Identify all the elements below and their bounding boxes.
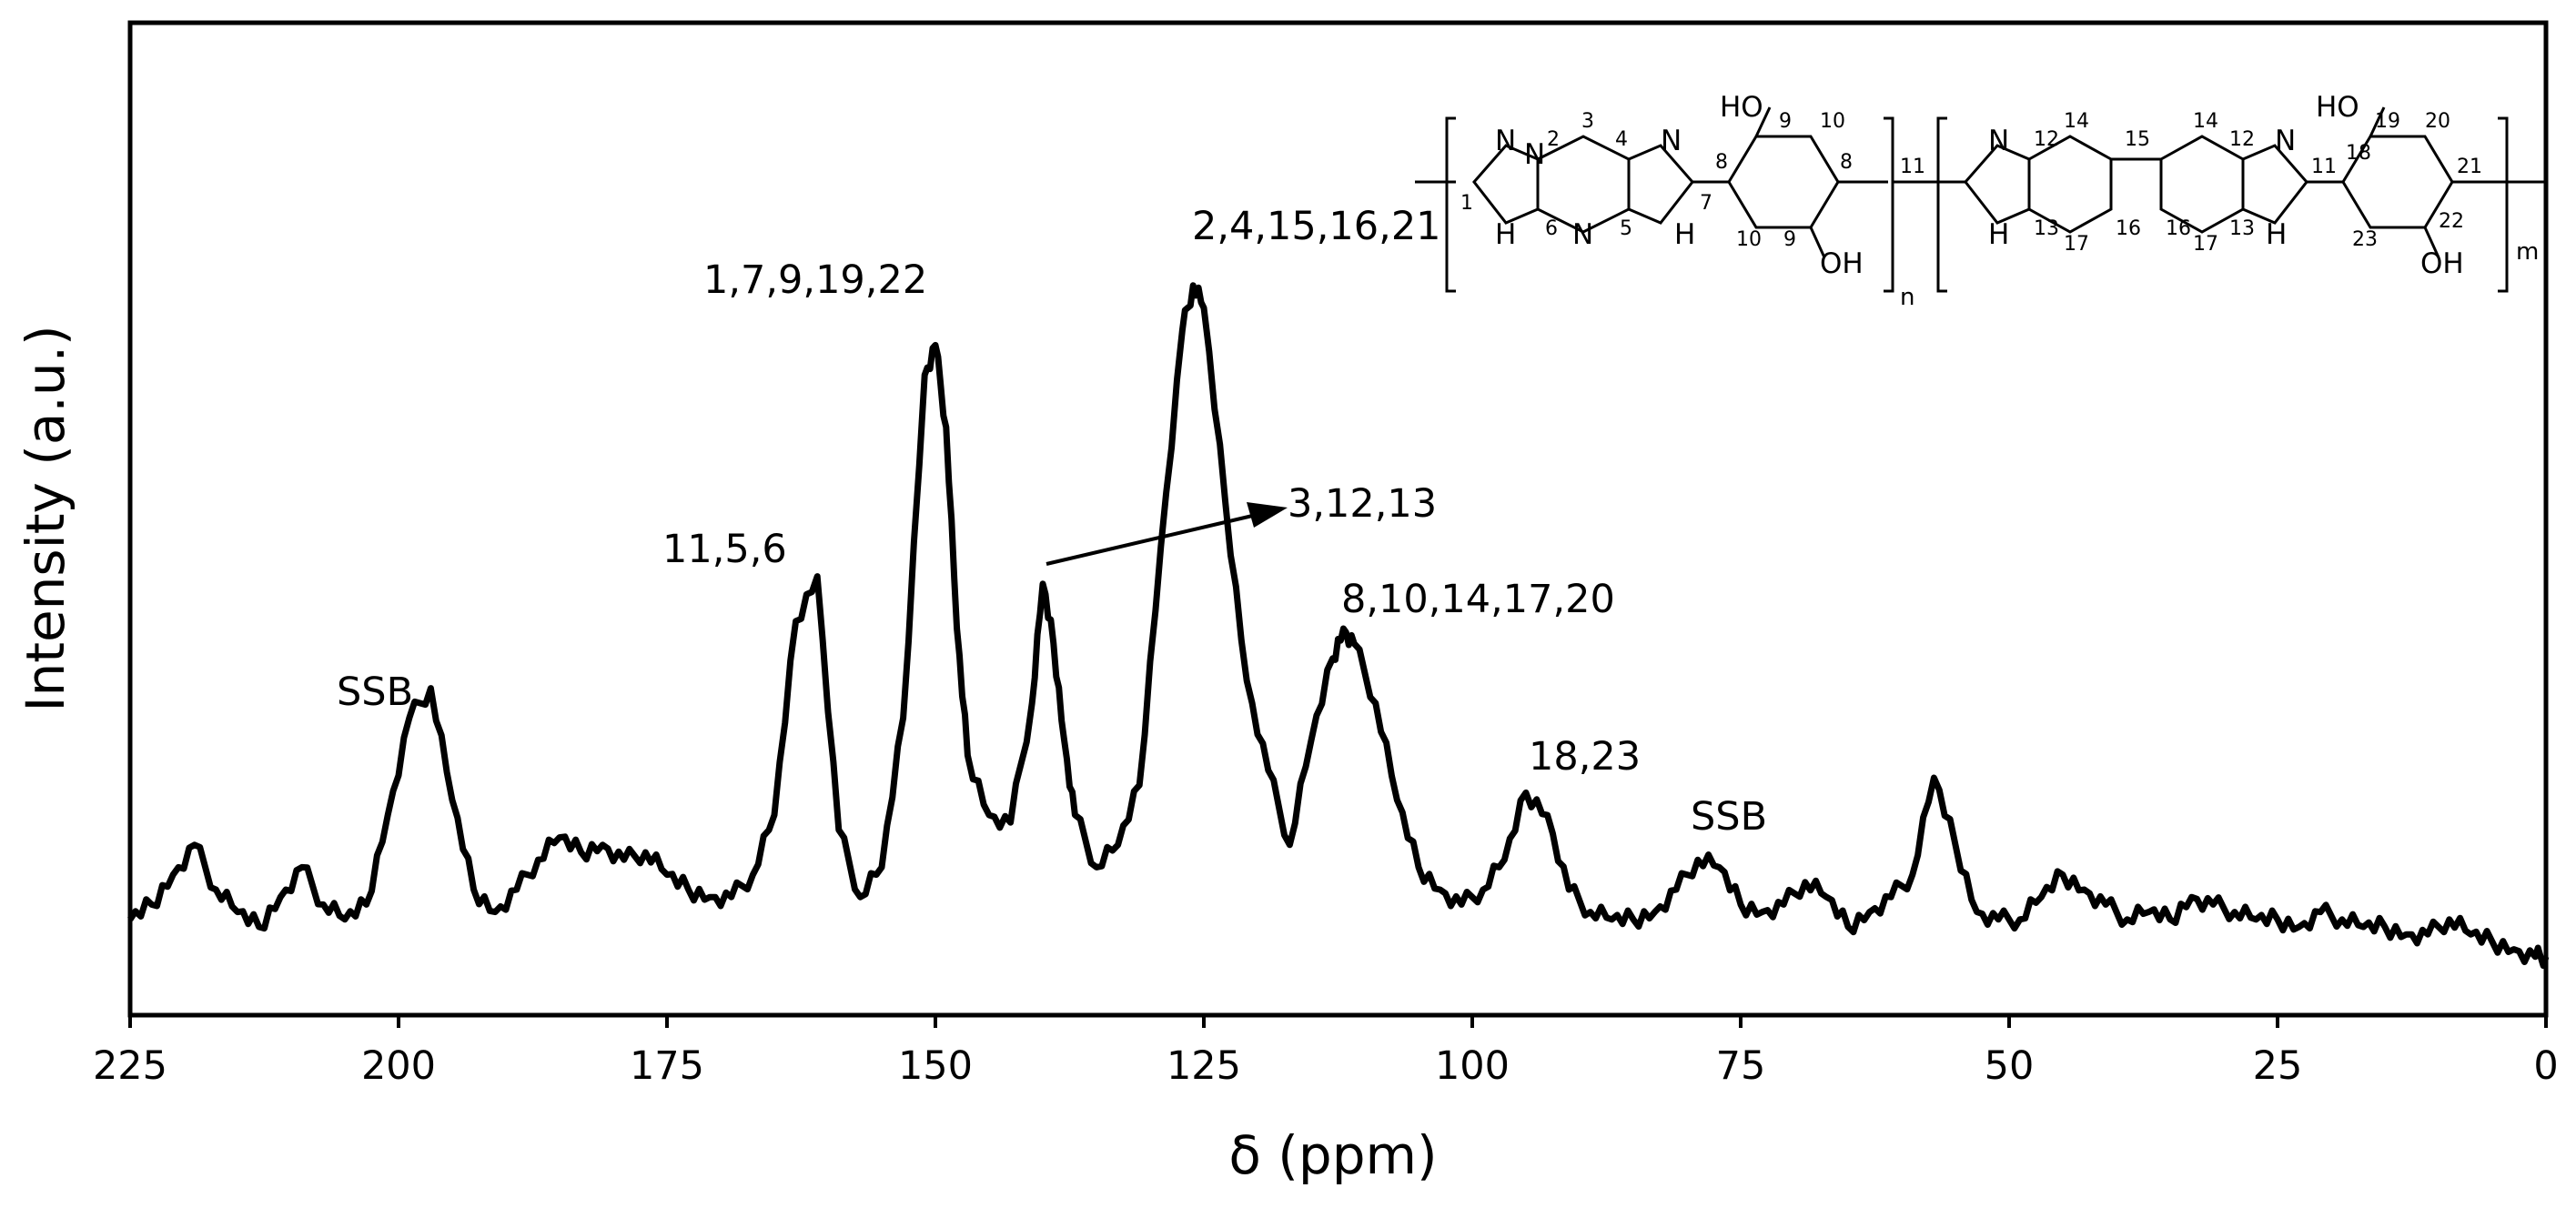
svg-text:6: 6 bbox=[1545, 217, 1558, 240]
svg-text:11: 11 bbox=[1900, 156, 1925, 178]
svg-text:N: N bbox=[1495, 125, 1516, 157]
chemical-structure-inset bbox=[1415, 106, 2546, 293]
svg-text:20: 20 bbox=[2425, 110, 2450, 133]
svg-text:N: N bbox=[1524, 138, 1545, 171]
svg-text:8: 8 bbox=[1840, 151, 1853, 174]
x-tick-label: 200 bbox=[361, 1043, 436, 1089]
svg-text:OH: OH bbox=[2420, 247, 2464, 280]
svg-text:H: H bbox=[1495, 218, 1516, 251]
svg-text:HO: HO bbox=[1720, 91, 1763, 124]
svg-text:2: 2 bbox=[1547, 128, 1560, 151]
svg-text:8: 8 bbox=[1715, 151, 1728, 174]
svg-text:12: 12 bbox=[2034, 128, 2059, 151]
x-tick-label: 50 bbox=[1985, 1043, 2035, 1089]
svg-text:12: 12 bbox=[2229, 128, 2255, 151]
annotation-ssb-right: SSB bbox=[1691, 794, 1767, 840]
bracket-n-open bbox=[1445, 116, 1456, 293]
x-tick-label: 150 bbox=[898, 1043, 973, 1089]
svg-text:17: 17 bbox=[2064, 233, 2089, 256]
x-tick-label: 125 bbox=[1167, 1043, 1241, 1089]
svg-text:18: 18 bbox=[2346, 142, 2371, 165]
svg-text:11: 11 bbox=[2311, 156, 2337, 178]
svg-text:13: 13 bbox=[2229, 217, 2255, 240]
svg-text:16: 16 bbox=[2116, 217, 2141, 240]
svg-text:N: N bbox=[1572, 218, 1593, 251]
ring-imidazole-2 bbox=[1627, 144, 1694, 225]
svg-text:3: 3 bbox=[1581, 110, 1594, 133]
annotation-18-23: 18,23 bbox=[1529, 734, 1641, 780]
x-axis-ticks: 225 200 175 150 125 100 75 50 25 0 bbox=[93, 1015, 2559, 1089]
svg-text:H: H bbox=[1674, 218, 1695, 251]
svg-text:14: 14 bbox=[2193, 110, 2218, 133]
svg-text:23: 23 bbox=[2352, 228, 2378, 251]
svg-text:4: 4 bbox=[1615, 128, 1628, 151]
x-tick-label: 175 bbox=[630, 1043, 704, 1089]
annotation-ssb-left: SSB bbox=[337, 669, 413, 715]
svg-text:19: 19 bbox=[2375, 110, 2400, 133]
x-tick-label: 75 bbox=[1716, 1043, 1766, 1089]
svg-text:H: H bbox=[1988, 218, 2009, 251]
spectrum-line bbox=[127, 282, 2550, 970]
svg-text:17: 17 bbox=[2193, 233, 2218, 256]
svg-text:14: 14 bbox=[2064, 110, 2089, 133]
bracket-m-close bbox=[2498, 116, 2509, 293]
svg-text:7: 7 bbox=[1700, 192, 1712, 215]
annotation-11-5-6: 11,5,6 bbox=[662, 527, 787, 572]
annotation-1-7-9-19-22: 1,7,9,19,22 bbox=[703, 257, 927, 303]
svg-text:15: 15 bbox=[2125, 128, 2150, 151]
svg-text:21: 21 bbox=[2457, 156, 2482, 178]
bracket-n-close bbox=[1884, 116, 1894, 293]
x-tick-label: 25 bbox=[2253, 1043, 2303, 1089]
structure-labels: N H N N N H HO OH n 1 2 3 4 5 6 7 8 9 10… bbox=[1460, 91, 2539, 311]
svg-text:9: 9 bbox=[1779, 110, 1792, 133]
ring-hydroquinone-1 bbox=[1727, 135, 1840, 229]
y-axis-title: Intensity (a.u.) bbox=[15, 325, 76, 711]
svg-text:m: m bbox=[2516, 238, 2539, 266]
svg-text:N: N bbox=[1661, 125, 1682, 157]
x-tick-label: 100 bbox=[1435, 1043, 1510, 1089]
annotation-8-10-14-17-20: 8,10,14,17,20 bbox=[1341, 577, 1615, 622]
svg-text:16: 16 bbox=[2166, 217, 2191, 240]
ring-imidazole-4 bbox=[2241, 144, 2308, 225]
svg-text:9: 9 bbox=[1783, 228, 1796, 251]
svg-text:5: 5 bbox=[1620, 217, 1632, 240]
plot-frame bbox=[127, 20, 2549, 1018]
annotation-arrow bbox=[1046, 502, 1288, 566]
x-tick-label: 0 bbox=[2533, 1043, 2558, 1089]
svg-text:22: 22 bbox=[2439, 210, 2464, 233]
svg-text:13: 13 bbox=[2034, 217, 2059, 240]
annotation-3-12-13: 3,12,13 bbox=[1288, 481, 1437, 527]
svg-text:1: 1 bbox=[1460, 192, 1473, 215]
svg-text:H: H bbox=[2266, 218, 2287, 251]
x-tick-label: 225 bbox=[93, 1043, 167, 1089]
svg-text:10: 10 bbox=[1820, 110, 1845, 133]
svg-text:10: 10 bbox=[1736, 228, 1762, 251]
annotation-2-4-15-16-21: 2,4,15,16,21 bbox=[1192, 204, 1441, 249]
svg-text:OH: OH bbox=[1820, 247, 1864, 280]
x-axis-title: δ (ppm) bbox=[1228, 1124, 1437, 1186]
ring-benzo-1 bbox=[2027, 135, 2113, 234]
bracket-m-open bbox=[1936, 116, 1947, 293]
svg-text:n: n bbox=[1900, 284, 1914, 311]
svg-text:N: N bbox=[1988, 125, 2009, 157]
svg-text:N: N bbox=[2275, 125, 2296, 157]
svg-text:HO: HO bbox=[2316, 91, 2359, 124]
